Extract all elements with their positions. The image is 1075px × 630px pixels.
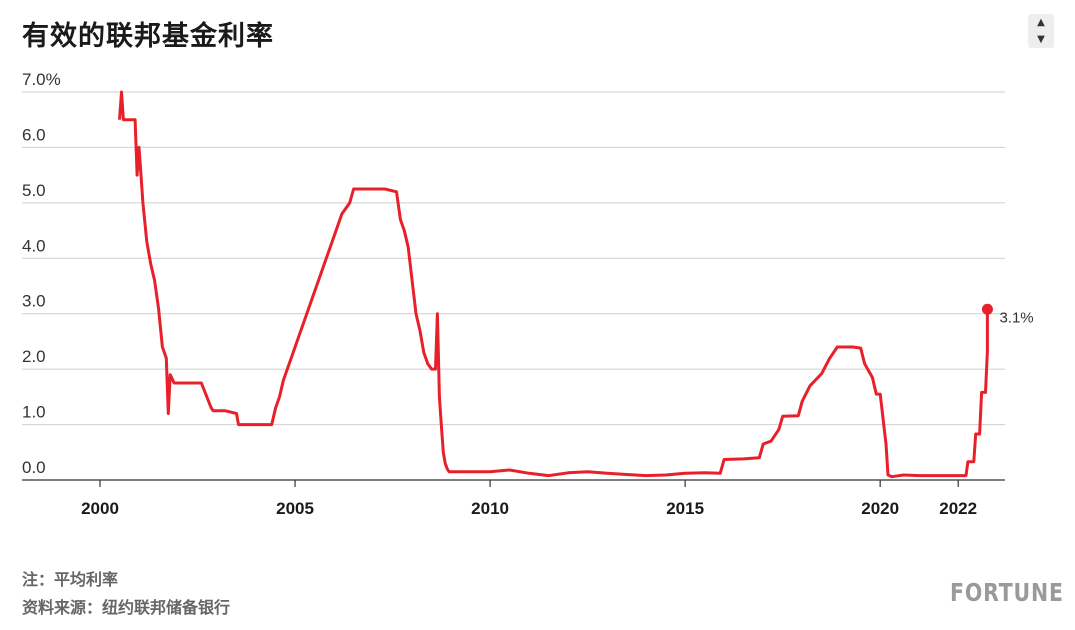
fortune-logo: FORTUNE (950, 578, 1064, 607)
end-value-label: 3.1% (999, 309, 1033, 326)
scroll-down-arrow-icon[interactable]: ▼ (1037, 34, 1045, 45)
label-layer: 7.0% 6.0 5.0 4.0 3.0 2.0 1.0 0.0 2000 2005 2010 201… (22, 70, 1034, 518)
y-tick-label: 2.0 (22, 347, 46, 366)
y-tick-label: 1.0 (22, 403, 46, 422)
grid-layer (22, 91, 1005, 426)
series-line-0 (118, 90, 989, 479)
x-tick-label: 2000 (81, 499, 119, 518)
y-tick-label: 7.0% (22, 70, 61, 89)
x-axis (22, 479, 1005, 487)
x-tick-label: 2005 (276, 499, 314, 518)
y-tick-label: 4.0 (22, 236, 46, 255)
chart-title: 有效的联邦基金利率 (22, 21, 274, 52)
chart-note: 注：平均利率 (22, 570, 119, 589)
chart-source: 资料来源：纽约联邦储备银行 (22, 598, 231, 617)
x-tick-label: 2015 (666, 499, 704, 518)
y-tick-label: 0.0 (22, 458, 46, 477)
scroll-control[interactable]: ▲ ▼ (1028, 14, 1054, 48)
x-tick-label: 2010 (471, 499, 509, 518)
line-chart: 7.0% 6.0 5.0 4.0 3.0 2.0 1.0 0.0 2000 2005 2010 201… (22, 70, 1034, 518)
y-tick-label: 3.0 (22, 292, 46, 311)
x-tick-label: 2020 (861, 499, 899, 518)
end-point-marker (981, 303, 993, 315)
y-tick-label: 5.0 (22, 181, 46, 200)
y-tick-label: 6.0 (22, 125, 46, 144)
scroll-up-arrow-icon[interactable]: ▲ (1037, 17, 1045, 28)
series-layer (118, 90, 993, 479)
x-tick-label: 2022 (939, 499, 977, 518)
